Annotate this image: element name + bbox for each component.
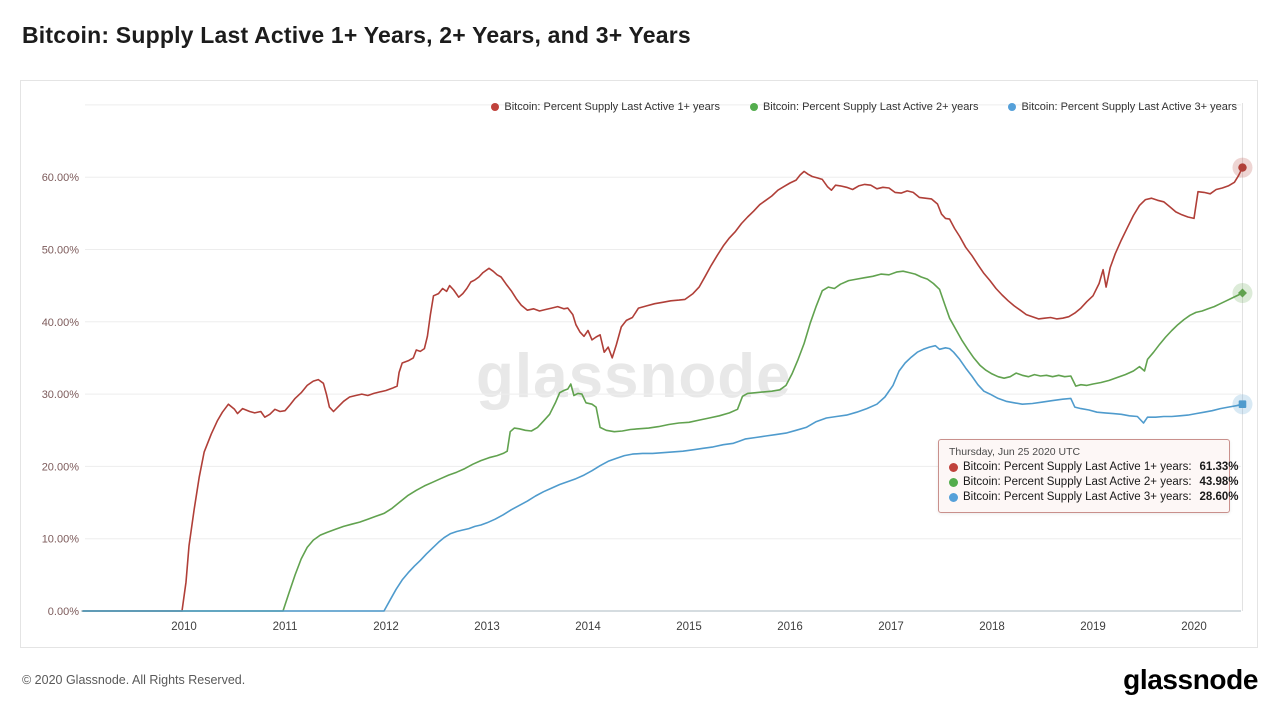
legend-dot-blue-icon <box>1008 103 1017 111</box>
tooltip-row: Bitcoin: Percent Supply Last Active 2+ y… <box>949 475 1239 490</box>
y-axis-tick-label: 60.00% <box>42 172 80 184</box>
series-end-marker-square-icon[interactable] <box>1238 400 1247 409</box>
x-axis-tick-label: 2010 <box>171 621 197 633</box>
chart-card: Bitcoin: Percent Supply Last Active 1+ y… <box>20 80 1258 648</box>
tooltip-label: Bitcoin: Percent Supply Last Active 2+ y… <box>963 476 1192 488</box>
x-axis-tick-label: 2012 <box>373 621 399 633</box>
y-axis-tick-label: 20.00% <box>42 461 80 473</box>
x-axis-tick-label: 2014 <box>575 621 601 633</box>
footer-copyright: © 2020 Glassnode. All Rights Reserved. <box>22 673 246 687</box>
chart-legend: Bitcoin: Percent Supply Last Active 1+ y… <box>491 101 1237 113</box>
tooltip-value: 61.33% <box>1199 461 1239 473</box>
legend-dot-red-icon <box>491 103 500 111</box>
x-axis-tick-label: 2015 <box>676 621 702 633</box>
tooltip-value: 43.98% <box>1199 476 1239 488</box>
tooltip-label: Bitcoin: Percent Supply Last Active 3+ y… <box>963 491 1192 503</box>
y-axis-tick-label: 10.00% <box>42 534 80 546</box>
tooltip-dot-blue-icon <box>949 493 958 502</box>
series-end-marker-diamond-icon[interactable] <box>1237 288 1247 298</box>
legend-label: Bitcoin: Percent Supply Last Active 2+ y… <box>762 101 979 113</box>
x-axis-tick-label: 2020 <box>1181 621 1207 633</box>
legend-label: Bitcoin: Percent Supply Last Active 1+ y… <box>504 101 720 113</box>
x-axis-tick-label: 2017 <box>878 621 904 633</box>
y-axis-tick-label: 30.00% <box>42 389 80 401</box>
glassnode-logo: glassnode <box>1123 664 1258 695</box>
tooltip-row: Bitcoin: Percent Supply Last Active 1+ y… <box>949 460 1239 475</box>
x-axis-tick-label: 2013 <box>474 621 500 633</box>
page-title: Bitcoin: Supply Last Active 1+ Years, 2+… <box>22 22 691 48</box>
tooltip-dot-red-icon <box>949 463 958 472</box>
y-axis-tick-label: 0.00% <box>48 606 79 618</box>
x-axis-tick-label: 2011 <box>273 621 298 633</box>
legend-item-2plus-years[interactable]: Bitcoin: Percent Supply Last Active 2+ y… <box>749 101 979 113</box>
legend-item-3plus-years[interactable]: Bitcoin: Percent Supply Last Active 3+ y… <box>1008 101 1237 113</box>
x-axis-tick-label: 2018 <box>979 621 1005 633</box>
x-axis-tick-label: 2016 <box>777 621 803 633</box>
y-axis-tick-label: 50.00% <box>42 245 80 257</box>
legend-item-1plus-years[interactable]: Bitcoin: Percent Supply Last Active 1+ y… <box>491 101 720 113</box>
tooltip-row: Bitcoin: Percent Supply Last Active 3+ y… <box>949 490 1239 505</box>
legend-dot-green-icon <box>749 103 758 111</box>
series-line <box>82 344 1244 612</box>
x-axis-tick-label: 2019 <box>1080 621 1106 633</box>
legend-label: Bitcoin: Percent Supply Last Active 3+ y… <box>1021 101 1237 113</box>
series-end-marker-circle-icon[interactable] <box>1238 163 1247 172</box>
glassnode-watermark: glassnode <box>476 342 792 411</box>
tooltip-dot-green-icon <box>949 478 958 487</box>
series-line <box>82 270 1244 612</box>
series-line <box>82 166 1244 612</box>
y-axis-tick-label: 40.00% <box>42 317 80 329</box>
chart-tooltip: Thursday, Jun 25 2020 UTC Bitcoin: Perce… <box>938 439 1239 513</box>
line-chart-plot[interactable]: 0.00% 10.00% 20.00% 30.00% 40.00% 50.00% 60.00… <box>21 81 1259 649</box>
tooltip-date: Thursday, Jun 25 2020 UTC <box>949 446 1081 458</box>
tooltip-label: Bitcoin: Percent Supply Last Active 1+ y… <box>963 461 1192 473</box>
tooltip-value: 28.60% <box>1199 491 1239 503</box>
